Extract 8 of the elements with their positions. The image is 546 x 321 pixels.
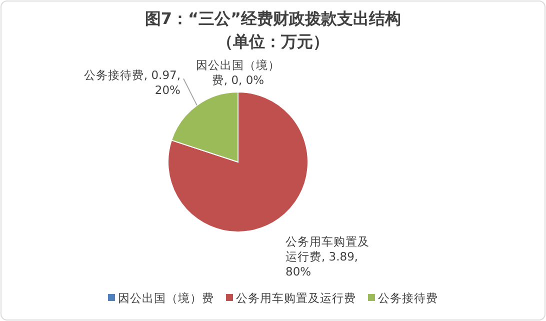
chart-subtitle: （单位：万元） (217, 32, 329, 51)
data-label: 公务用车购置及运行费, 3.89, 80% (286, 234, 370, 278)
legend-label: 公务接待费 (378, 291, 438, 305)
text: 因公出国（境）费, 0, 0% (196, 58, 280, 87)
data-label: 公务接待费, 0.97, 20% (84, 68, 181, 98)
legend-label: 因公出国（境）费 (118, 291, 214, 305)
chart-title: 图7：“三公”经费财政拨款支出结构 (144, 9, 402, 28)
legend-label: 公务用车购置及运行费 (236, 291, 356, 305)
